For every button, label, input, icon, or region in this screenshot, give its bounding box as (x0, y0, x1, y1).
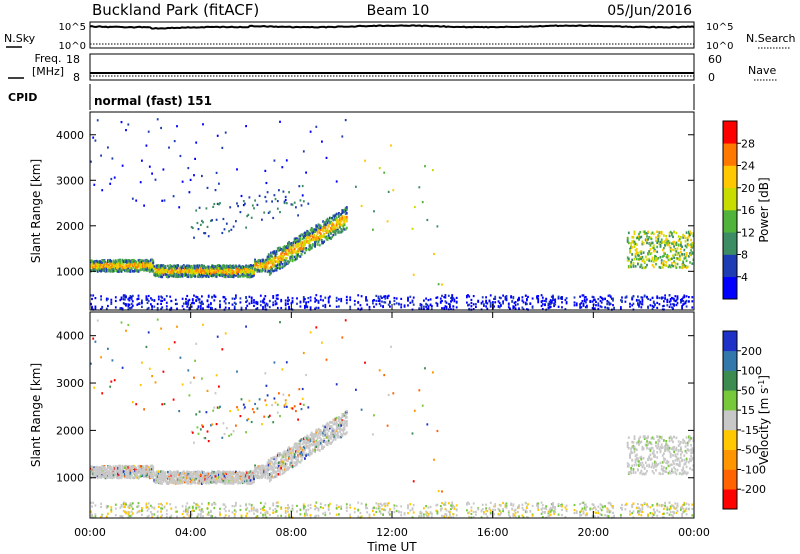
power-colorbar-blocks (723, 121, 737, 300)
x-tick-label: 20:00 (577, 526, 609, 539)
power-plot-bg (90, 112, 694, 310)
colorbar-tick-label: 200 (741, 345, 762, 358)
nsky-label: N.Sky (4, 32, 36, 45)
colorbar-tick-label: 20 (741, 182, 755, 195)
colorbar-tick-label: 28 (741, 137, 755, 150)
freq-panel: Freq. [MHz] 18 8 60 0 Nave (8, 52, 778, 84)
power-colorbar: 4 8 12 16 20 24 28 Power [dB] (722, 120, 771, 300)
colorbar-tick-label: -15 (741, 424, 759, 437)
nave-label: Nave (748, 64, 776, 77)
colorbar-tick-label: 8 (741, 249, 748, 262)
velocity-xticks: 00:00 04:00 08:00 12:00 16:00 20:00 00:00 (74, 304, 710, 539)
velocity-yticks: 1000 2000 3000 4000 (56, 330, 694, 485)
colorbar-segment (723, 390, 737, 411)
power-cells (90, 118, 695, 311)
nsearch-tick-bottom: 10^0 (706, 41, 733, 52)
colorbar-tick-label: 12 (741, 226, 755, 239)
power-colorbar-label: Power [dB] (757, 177, 771, 242)
velocity-colorbar-frame (722, 330, 738, 510)
colorbar-tick-label: 15 (741, 404, 755, 417)
station-title: Buckland Park (fitACF) (92, 1, 259, 19)
colorbar-segment (723, 165, 737, 189)
x-tick-label: 04:00 (175, 526, 207, 539)
nsky-tick-top: 10^5 (59, 22, 86, 33)
colorbar-segment (723, 254, 737, 278)
velocity-colorbar: -200 -100 -50 -15 15 50 100 200 Velocity [m s-1… (722, 330, 772, 510)
velocity-colorbar-label: Velocity [m s-1] (757, 375, 772, 465)
x-tick-label: 00:00 (74, 526, 106, 539)
velocity-colorbar-label-close: ] (757, 375, 771, 380)
y-tick-label: 1000 (56, 472, 84, 485)
x-tick-label: 00:00 (678, 526, 710, 539)
colorbar-segment (723, 429, 737, 450)
colorbar-tick-label: -100 (741, 463, 766, 476)
nsearch-tick-top: 10^5 (706, 22, 733, 33)
colorbar-segment (723, 410, 737, 431)
nsky-frame (89, 21, 695, 49)
y-tick-label: 2000 (56, 220, 84, 233)
cpid-text: normal (fast) 151 (94, 94, 212, 108)
nsky-panel: N.Sky 10^5 10^0 10^5 10^0 N.Search (4, 21, 796, 52)
colorbar-tick-label: 24 (741, 160, 755, 173)
colorbar-segment (723, 232, 737, 255)
x-tick-label: 08:00 (275, 526, 307, 539)
date-title: 05/Jun/2016 (607, 3, 692, 19)
colorbar-segment (723, 210, 737, 233)
y-tick-label: 3000 (56, 377, 84, 390)
velocity-plot-bg (90, 312, 694, 518)
freq-tick-top: 18 (66, 53, 80, 66)
colorbar-segment (723, 187, 737, 211)
colorbar-tick-label: 4 (741, 271, 748, 284)
y-tick-label: 1000 (56, 265, 84, 278)
y-tick-label: 4000 (56, 129, 84, 142)
freq-tick-bottom: 8 (73, 71, 80, 84)
y-tick-label: 4000 (56, 330, 84, 343)
x-tick-label: 12:00 (376, 526, 408, 539)
colorbar-segment (723, 143, 737, 166)
nave-tick-top: 60 (708, 53, 722, 66)
velocity-panel: 1000 2000 3000 4000 00:00 04:00 08:00 12:00 16:… (29, 304, 710, 554)
power-ylabel: Slant Range [km] (29, 159, 43, 263)
velocity-colorbar-label-sup: -1 (757, 380, 766, 388)
colorbar-segment (723, 331, 737, 352)
power-panel: 1000 2000 3000 4000 Slant Range [km] (29, 111, 695, 311)
y-tick-label: 2000 (56, 424, 84, 437)
time-axis-label: Time UT (366, 540, 417, 554)
y-tick-label: 3000 (56, 174, 84, 187)
cpid-label: CPID (8, 91, 37, 104)
colorbar-segment (723, 276, 737, 300)
freq-label-1: Freq. (34, 52, 61, 65)
colorbar-tick-label: 16 (741, 204, 755, 217)
colorbar-segment (723, 370, 737, 391)
colorbar-tick-label: -200 (741, 483, 766, 496)
colorbar-segment (723, 489, 737, 510)
nsky-tick-bottom: 10^0 (59, 41, 86, 52)
beam-title: Beam 10 (367, 3, 430, 19)
power-yticks: 1000 2000 3000 4000 (56, 129, 694, 278)
nsearch-label: N.Search (746, 32, 796, 45)
nave-tick-bottom: 0 (708, 71, 715, 84)
colorbar-segment (723, 350, 737, 371)
colorbar-tick-label: -50 (741, 444, 759, 457)
velocity-colorbar-ticks: -200 -100 -50 -15 15 50 100 200 (737, 345, 766, 496)
freq-label-2: [MHz] (32, 65, 64, 78)
freq-frame (89, 53, 695, 81)
nsky-trace (89, 24, 695, 30)
colorbar-segment (723, 469, 737, 490)
colorbar-tick-label: 50 (741, 384, 755, 397)
velocity-cells (90, 318, 695, 519)
velocity-colorbar-blocks (723, 331, 737, 510)
velocity-colorbar-label-main: Velocity [m s (757, 388, 771, 465)
velocity-ylabel: Slant Range [km] (29, 363, 43, 467)
colorbar-segment (723, 121, 737, 144)
power-colorbar-ticks: 4 8 12 16 20 24 28 (737, 137, 755, 284)
colorbar-segment (723, 449, 737, 470)
cpid-panel: CPID normal (fast) 151 (8, 84, 695, 110)
colorbar-tick-label: 100 (741, 365, 762, 378)
x-tick-label: 16:00 (477, 526, 509, 539)
